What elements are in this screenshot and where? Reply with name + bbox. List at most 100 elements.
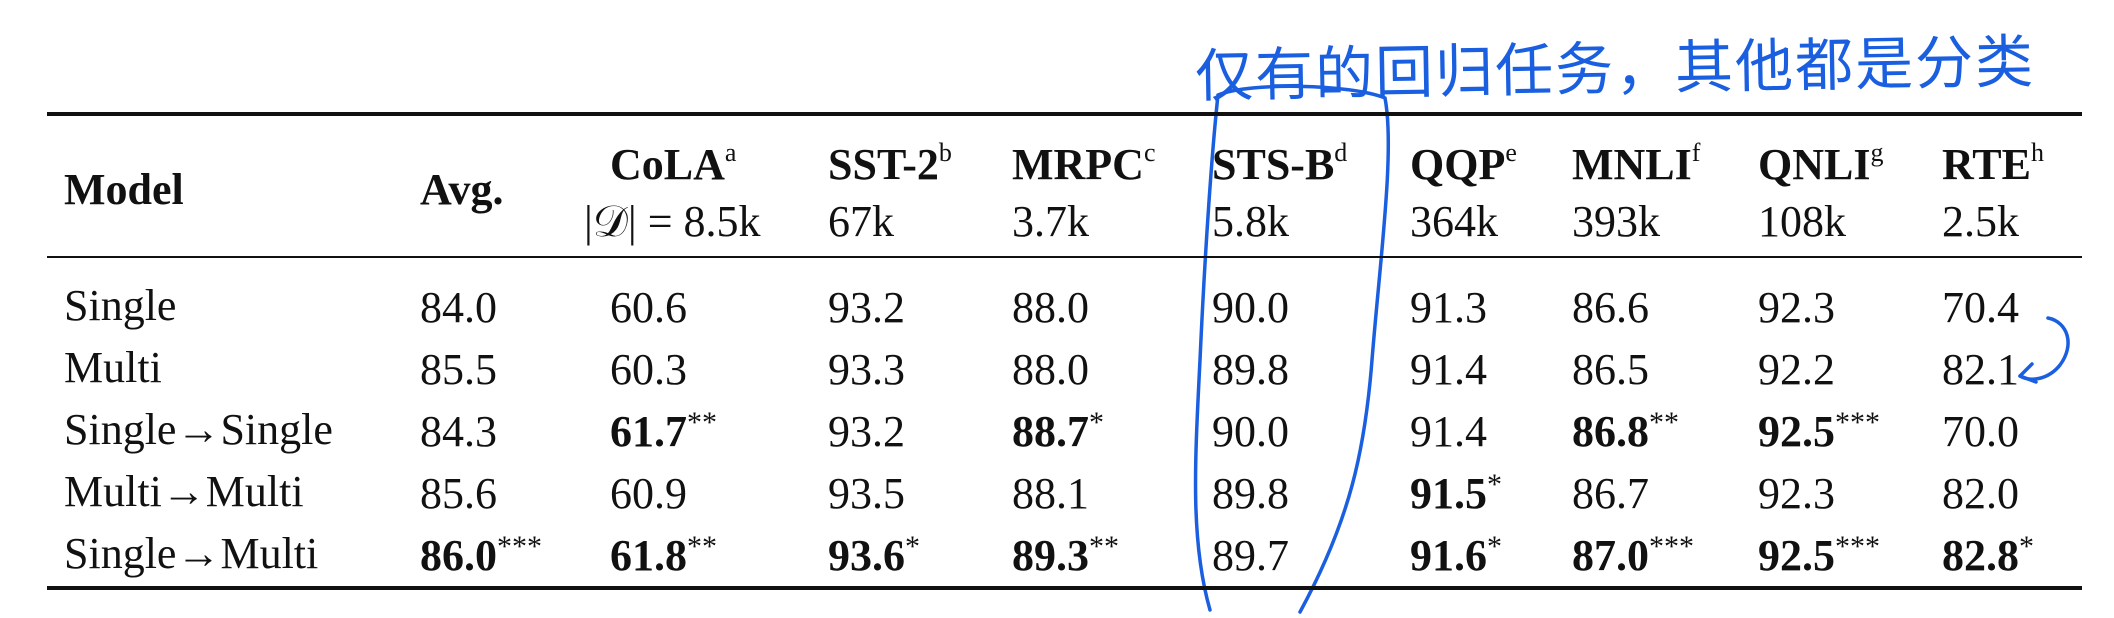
significance-stars: *	[1487, 468, 1502, 501]
table-cell: 92.2	[1758, 346, 1835, 392]
cell-value: 85.5	[420, 345, 497, 394]
header-rte: RTEh	[1942, 138, 2044, 189]
significance-stars: *	[2019, 530, 2034, 563]
table-cell: 90.0	[1212, 408, 1289, 454]
table-cell: 60.3	[610, 346, 687, 392]
cell-value: 88.0	[1012, 283, 1089, 332]
table-cell: 91.3	[1410, 284, 1487, 330]
header-mrpc: MRPCc	[1012, 138, 1156, 189]
cell-value: 60.3	[610, 345, 687, 394]
cell-value: 91.4	[1410, 407, 1487, 456]
cell-value: 92.3	[1758, 283, 1835, 332]
cell-value: 89.7	[1212, 531, 1289, 580]
cell-value: 88.0	[1012, 345, 1089, 394]
cell-value: 84.0	[420, 283, 497, 332]
table-cell: 89.3**	[1012, 532, 1119, 578]
rte-arrow-curve	[2018, 316, 2070, 381]
table-cell: 86.0***	[420, 532, 542, 578]
table-cell: 91.4	[1410, 408, 1487, 454]
cell-value: 70.4	[1942, 283, 2019, 332]
significance-stars: *	[905, 530, 920, 563]
cell-value: 91.3	[1410, 283, 1487, 332]
table-cell: 86.8**	[1572, 408, 1679, 454]
cell-value: 86.8	[1572, 407, 1649, 456]
table-cell: 89.7	[1212, 532, 1289, 578]
significance-stars: **	[687, 406, 717, 439]
cell-value: 60.9	[610, 469, 687, 518]
table-cell: 86.6	[1572, 284, 1649, 330]
cell-value: 70.0	[1942, 407, 2019, 456]
table-cell: 60.9	[610, 470, 687, 516]
table-cell: 91.5*	[1410, 470, 1502, 516]
header-cola-size: |𝒟| = 8.5k	[584, 197, 761, 246]
cell-value: 88.1	[1012, 469, 1089, 518]
table-cell: 88.7*	[1012, 408, 1104, 454]
cell-value: 82.0	[1942, 469, 2019, 518]
table-top-rule	[47, 112, 2082, 116]
cell-value: 93.2	[828, 283, 905, 332]
cell-value: 91.4	[1410, 345, 1487, 394]
significance-stars: **	[1649, 406, 1679, 439]
table-cell: 93.2	[828, 408, 905, 454]
cell-value: 61.8	[610, 531, 687, 580]
table-cell: 82.0	[1942, 470, 2019, 516]
cell-value: 82.1	[1942, 345, 2019, 394]
row-model-label: Multi	[64, 343, 162, 392]
cell-value: 93.3	[828, 345, 905, 394]
table-cell: 82.1	[1942, 346, 2019, 392]
cell-value: 85.6	[420, 469, 497, 518]
table-cell: 93.5	[828, 470, 905, 516]
table-cell: 93.3	[828, 346, 905, 392]
table-cell: 61.7**	[610, 408, 717, 454]
cell-value: 93.2	[828, 407, 905, 456]
significance-stars: ***	[1835, 530, 1880, 563]
table-cell: 85.5	[420, 346, 497, 392]
header-qqp-size: 364k	[1410, 197, 1498, 246]
table-cell: 91.6*	[1410, 532, 1502, 578]
table-cell: 88.0	[1012, 346, 1089, 392]
significance-stars: ***	[1835, 406, 1880, 439]
cell-value: 89.8	[1212, 345, 1289, 394]
table-cell: 84.3	[420, 408, 497, 454]
cell-value: 93.5	[828, 469, 905, 518]
cell-value: 60.6	[610, 283, 687, 332]
cell-value: 86.7	[1572, 469, 1649, 518]
header-stsb: STS-Bd	[1212, 138, 1348, 189]
row-model-label: Single→Multi	[64, 529, 319, 578]
significance-stars: **	[1089, 530, 1119, 563]
header-qqp: QQPe	[1410, 138, 1517, 189]
table-cell: 87.0***	[1572, 532, 1694, 578]
table-cell: 93.6*	[828, 532, 920, 578]
table-cell: 88.0	[1012, 284, 1089, 330]
table-cell: 90.0	[1212, 284, 1289, 330]
table-bottom-rule	[47, 586, 2082, 590]
cell-value: 82.8	[1942, 531, 2019, 580]
cell-value: 89.8	[1212, 469, 1289, 518]
table-cell: 85.6	[420, 470, 497, 516]
cell-value: 61.7	[610, 407, 687, 456]
table-cell: 91.4	[1410, 346, 1487, 392]
table-cell: 92.5***	[1758, 408, 1880, 454]
table-header-rule	[47, 256, 2082, 258]
table-cell: 92.3	[1758, 284, 1835, 330]
header-qnli: QNLIg	[1758, 138, 1884, 189]
cell-value: 91.5	[1410, 469, 1487, 518]
row-model-label: Single	[64, 281, 177, 330]
cell-value: 86.0	[420, 531, 497, 580]
cell-value: 89.3	[1012, 531, 1089, 580]
table-cell: 61.8**	[610, 532, 717, 578]
significance-stars: *	[1089, 406, 1104, 439]
significance-stars: **	[687, 530, 717, 563]
table-cell: 84.0	[420, 284, 497, 330]
table-cell: 60.6	[610, 284, 687, 330]
rte-arrowhead	[2018, 362, 2038, 384]
table-cell: 92.3	[1758, 470, 1835, 516]
cell-value: 92.5	[1758, 531, 1835, 580]
table-cell: 89.8	[1212, 470, 1289, 516]
header-cola: CoLAa	[610, 138, 737, 189]
cell-value: 93.6	[828, 531, 905, 580]
table-cell: 88.1	[1012, 470, 1089, 516]
row-model-label: Multi→Multi	[64, 467, 304, 516]
significance-stars: *	[1487, 530, 1502, 563]
cell-value: 84.3	[420, 407, 497, 456]
